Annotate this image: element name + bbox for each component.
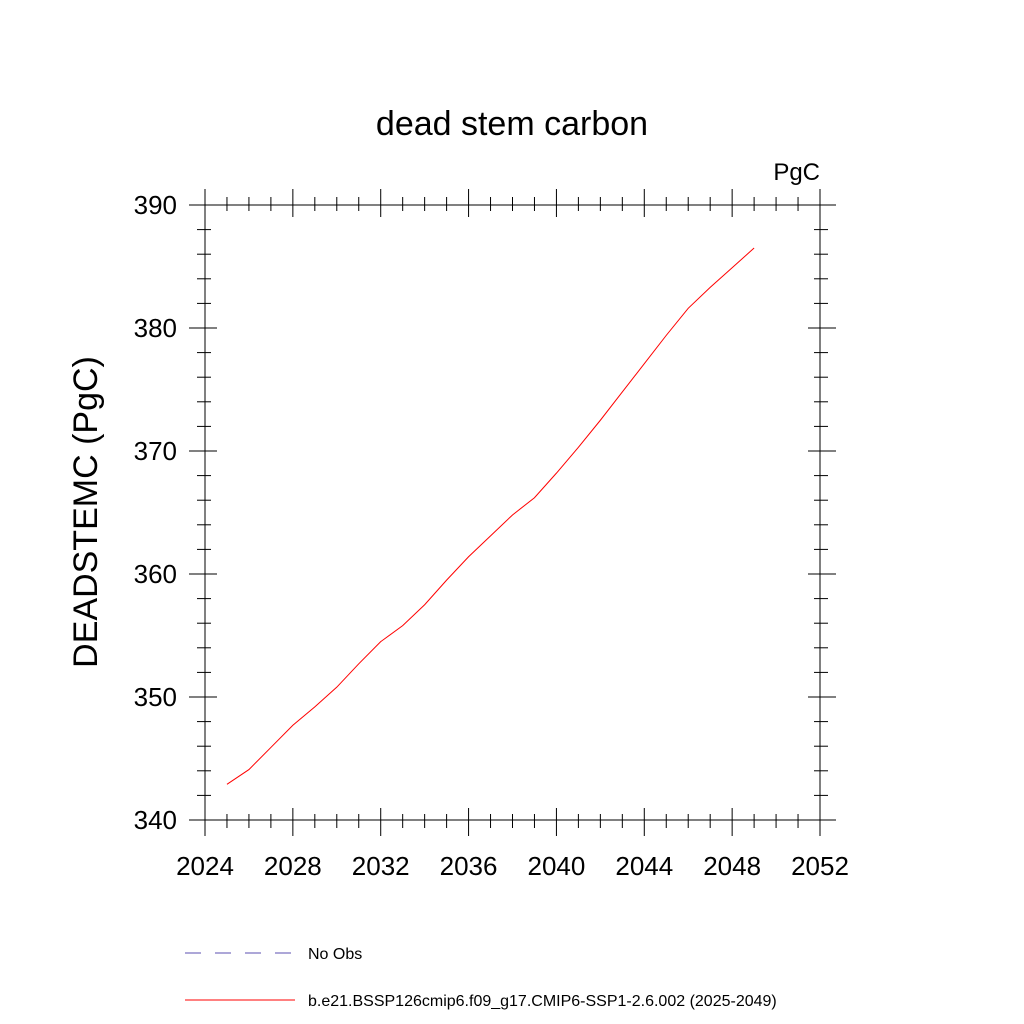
- y-tick-label: 370: [134, 436, 177, 466]
- legend-label-no-obs: No Obs: [308, 946, 362, 963]
- x-tick-label: 2032: [352, 851, 410, 881]
- x-tick-labels: 2024 2028 2032 2036 2040 2044 2048 2052: [176, 851, 849, 881]
- y-axis-label: DEADSTEMC (PgC): [67, 356, 105, 668]
- x-tick-label: 2048: [703, 851, 761, 881]
- y-tick-labels: 340 350 360 370 380 390: [134, 190, 177, 835]
- x-tick-label: 2040: [528, 851, 586, 881]
- major-ticks: [189, 189, 836, 836]
- y-tick-label: 350: [134, 682, 177, 712]
- y-tick-label: 390: [134, 190, 177, 220]
- units-label: PgC: [773, 159, 820, 186]
- y-tick-label: 380: [134, 313, 177, 343]
- series-layer: [226, 247, 755, 785]
- minor-ticks: [197, 197, 828, 828]
- chart-title: dead stem carbon: [376, 105, 648, 143]
- x-tick-label: 2052: [791, 851, 849, 881]
- series-line: [226, 247, 755, 785]
- x-tick-label: 2024: [176, 851, 234, 881]
- legend: No Obs b.e21.BSSP126cmip6.f09_g17.CMIP6-…: [185, 946, 777, 1010]
- x-tick-label: 2028: [264, 851, 322, 881]
- y-tick-label: 360: [134, 559, 177, 589]
- x-tick-label: 2036: [440, 851, 498, 881]
- x-tick-label: 2044: [615, 851, 673, 881]
- y-tick-label: 340: [134, 805, 177, 835]
- plot-frame: [204, 204, 821, 821]
- legend-label-ssp126: b.e21.BSSP126cmip6.f09_g17.CMIP6-SSP1-2.…: [308, 993, 777, 1010]
